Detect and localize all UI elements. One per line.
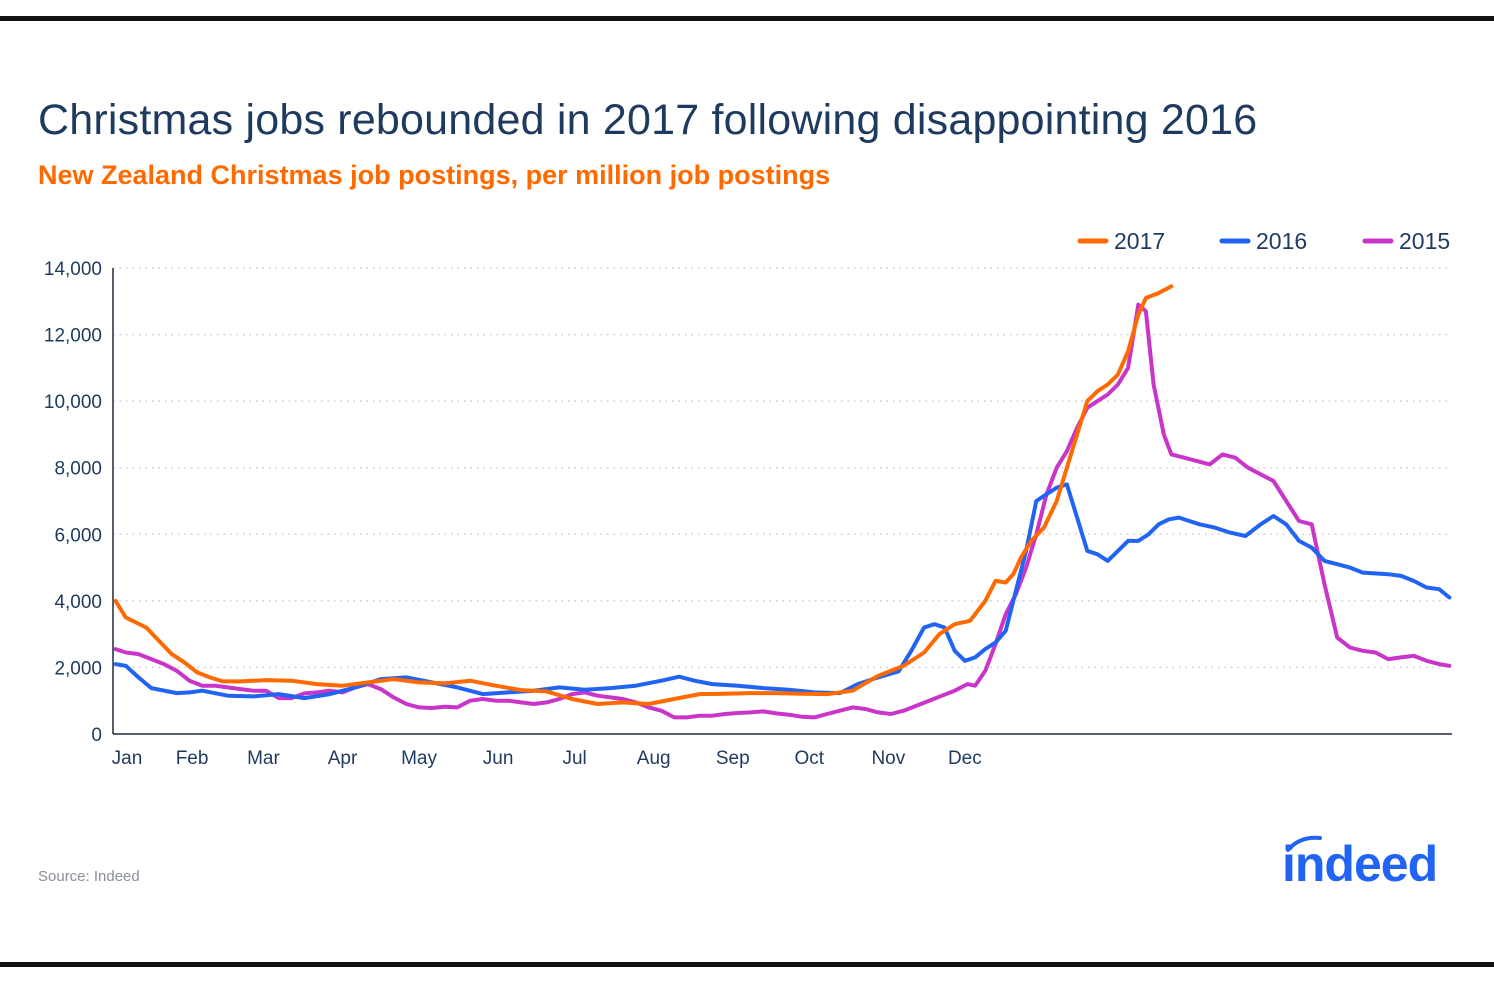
gridlines (113, 267, 1452, 669)
legend-label-2015: 2015 (1399, 228, 1450, 254)
y-tick-label: 14,000 (44, 259, 102, 280)
x-tick-label: Oct (794, 748, 824, 769)
x-tick-label: Nov (871, 748, 905, 769)
legend-label-2017: 2017 (1114, 228, 1165, 254)
indeed-logo-arc-icon (1286, 835, 1322, 852)
x-tick-label: Dec (948, 748, 982, 769)
x-tick-label: Jul (562, 748, 586, 769)
x-tick-label: Apr (328, 748, 358, 769)
y-tick-label: 2,000 (54, 658, 102, 679)
y-tick-label: 4,000 (54, 592, 102, 613)
x-tick-label: Mar (247, 748, 280, 769)
x-tick-label: Jun (483, 748, 514, 769)
x-tick-label: Jan (112, 748, 143, 769)
axes (112, 268, 1452, 735)
x-tick-label: May (401, 748, 437, 769)
y-tick-label: 8,000 (54, 459, 102, 480)
y-tick-label: 12,000 (44, 326, 102, 347)
series-lines (113, 284, 1452, 720)
y-tick-label: 10,000 (44, 392, 102, 413)
source-note: Source: Indeed (38, 868, 140, 885)
indeed-logo: indeed (1282, 836, 1438, 892)
x-tick-label: Sep (716, 748, 750, 769)
chart-title: Christmas jobs rebounded in 2017 followi… (38, 96, 1258, 144)
x-tick-label: Aug (637, 748, 671, 769)
y-tick-labels: 0 2,000 4,000 6,000 8,000 10,000 12,000 14,000 (44, 259, 102, 746)
y-tick-label: 6,000 (54, 525, 102, 546)
x-tick-labels: Jan Feb Mar Apr May Jun Jul Aug Sep Oct Nov Dec (112, 748, 982, 769)
x-tick-label: Feb (176, 748, 209, 769)
y-tick-label: 0 (91, 725, 102, 746)
legend-label-2016: 2016 (1256, 228, 1307, 254)
series-line-2016 (113, 482, 1452, 701)
legend: 2017 2016 2015 (1077, 228, 1450, 254)
top-rule (0, 16, 1494, 21)
series-line-2017 (113, 284, 1174, 706)
series-line-2015 (113, 302, 1452, 720)
bottom-rule (0, 962, 1494, 967)
chart-subtitle: New Zealand Christmas job postings, per … (38, 160, 831, 190)
